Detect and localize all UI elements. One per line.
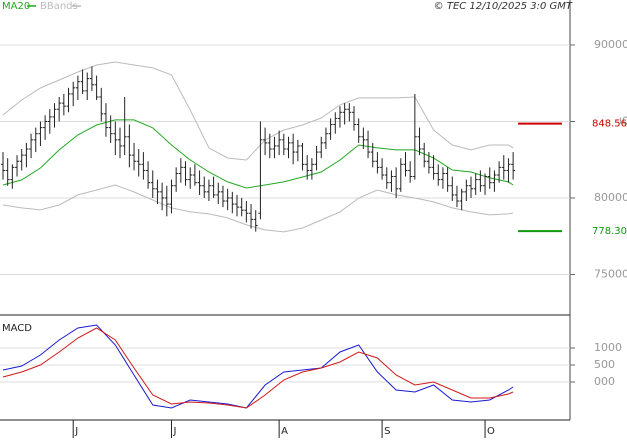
- x-tick-label: O: [487, 426, 495, 437]
- x-tick-label: J: [172, 426, 176, 437]
- x-tick-label: A: [281, 426, 288, 437]
- band-lower: [2, 184, 514, 233]
- x-tick-label: S: [384, 426, 390, 437]
- y-tick-label: 90000: [594, 38, 627, 51]
- y-tick-label: 1000: [594, 341, 622, 354]
- level-label-bg: [580, 116, 620, 131]
- y-tick-label: 80000: [594, 191, 627, 204]
- level-label-bg: [580, 224, 620, 239]
- level-label: 778.30: [592, 226, 627, 237]
- y-tick-label: 500: [594, 358, 615, 371]
- macd-line: [2, 324, 514, 409]
- legend-label: BBands: [40, 1, 78, 12]
- legend-label: MA20: [2, 1, 30, 12]
- panel-title: MACD: [2, 323, 32, 334]
- y-tick-label: 75000: [594, 267, 627, 280]
- ma-line: [2, 119, 514, 189]
- level-label: 848.56: [592, 119, 627, 130]
- x-tick-label: J: [74, 426, 78, 437]
- macd-line: [2, 327, 514, 409]
- credit: © TEC 12/10/2025 3:0 GMT: [434, 1, 573, 12]
- y-tick-label: 000: [594, 375, 615, 388]
